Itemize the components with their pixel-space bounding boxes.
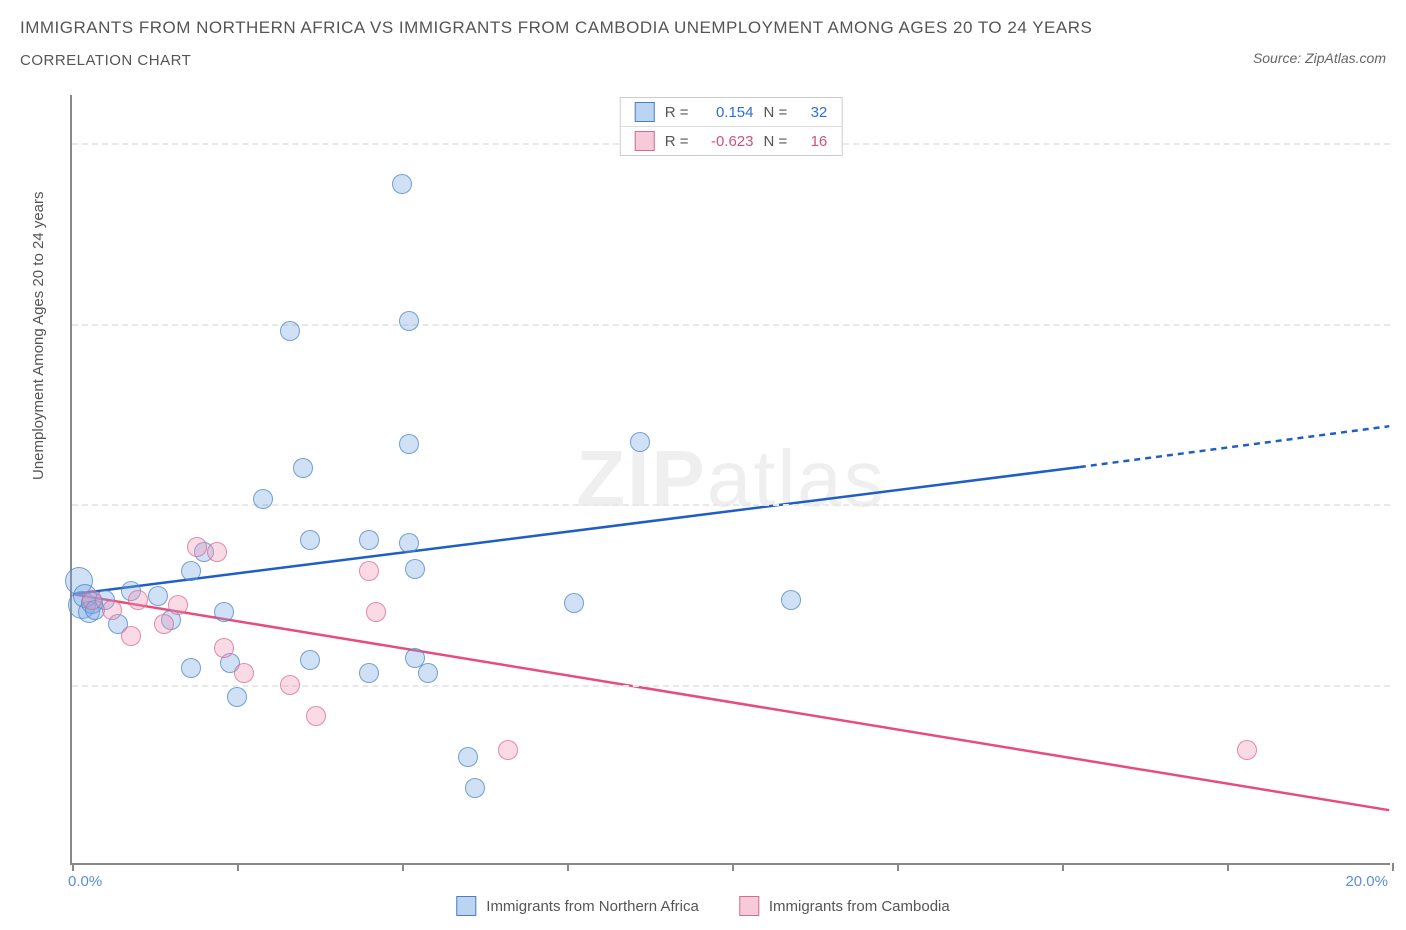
r-label: R = <box>665 133 689 150</box>
swatch-pink-icon <box>739 896 759 916</box>
data-point <box>458 747 478 767</box>
data-point <box>280 321 300 341</box>
legend-item-series1: Immigrants from Northern Africa <box>456 896 699 916</box>
chart-title-line2: CORRELATION CHART <box>20 52 1386 69</box>
plot-area: ZIPatlas R = 0.154 N = 32 R = -0.623 N =… <box>70 95 1390 865</box>
data-point <box>280 675 300 695</box>
data-point <box>148 586 168 606</box>
data-point <box>399 434 419 454</box>
legend-row-series2: R = -0.623 N = 16 <box>621 127 842 155</box>
data-point <box>399 311 419 331</box>
data-point <box>121 626 141 646</box>
data-point <box>366 602 386 622</box>
y-tick-label: 7.5% <box>1400 676 1406 693</box>
data-point <box>630 432 650 452</box>
data-point <box>154 614 174 634</box>
trend-lines <box>72 95 1390 863</box>
swatch-blue-icon <box>456 896 476 916</box>
data-point <box>82 590 102 610</box>
n-value-series2: 16 <box>797 133 827 150</box>
data-point <box>293 458 313 478</box>
data-point <box>1237 740 1257 760</box>
source-label: Source: ZipAtlas.com <box>1253 50 1386 66</box>
n-label: N = <box>764 104 788 121</box>
y-axis-label: Unemployment Among Ages 20 to 24 years <box>30 191 47 480</box>
legend-label-series2: Immigrants from Cambodia <box>769 898 950 915</box>
swatch-blue-icon <box>635 102 655 122</box>
legend-item-series2: Immigrants from Cambodia <box>739 896 950 916</box>
y-tick-label: 22.5% <box>1400 315 1406 332</box>
data-point <box>306 706 326 726</box>
data-point <box>392 174 412 194</box>
data-point <box>359 561 379 581</box>
data-point <box>253 489 273 509</box>
data-point <box>300 530 320 550</box>
x-tick-max: 20.0% <box>1345 873 1388 890</box>
watermark: ZIPatlas <box>576 433 885 525</box>
data-point <box>214 602 234 622</box>
chart-title-line1: IMMIGRANTS FROM NORTHERN AFRICA VS IMMIG… <box>20 18 1386 38</box>
x-tick <box>1227 863 1229 871</box>
data-point <box>102 600 122 620</box>
series-legend: Immigrants from Northern Africa Immigran… <box>456 896 949 916</box>
data-point <box>128 590 148 610</box>
legend-label-series1: Immigrants from Northern Africa <box>486 898 699 915</box>
y-tick-label: 30.0% <box>1400 135 1406 152</box>
x-tick <box>732 863 734 871</box>
data-point <box>465 778 485 798</box>
chart-container: ZIPatlas R = 0.154 N = 32 R = -0.623 N =… <box>70 95 1390 865</box>
data-point <box>399 533 419 553</box>
data-point <box>207 542 227 562</box>
r-value-series2: -0.623 <box>699 133 754 150</box>
x-tick <box>1062 863 1064 871</box>
data-point <box>168 595 188 615</box>
data-point <box>181 658 201 678</box>
x-tick <box>567 863 569 871</box>
r-label: R = <box>665 104 689 121</box>
n-value-series1: 32 <box>797 104 827 121</box>
x-tick-min: 0.0% <box>68 873 102 890</box>
data-point <box>418 663 438 683</box>
x-tick <box>1392 863 1394 871</box>
r-value-series1: 0.154 <box>699 104 754 121</box>
legend-row-series1: R = 0.154 N = 32 <box>621 98 842 127</box>
correlation-legend: R = 0.154 N = 32 R = -0.623 N = 16 <box>620 97 843 156</box>
n-label: N = <box>764 133 788 150</box>
x-tick <box>402 863 404 871</box>
data-point <box>564 593 584 613</box>
data-point <box>187 537 207 557</box>
gridline-h <box>72 685 1390 687</box>
data-point <box>234 663 254 683</box>
data-point <box>359 530 379 550</box>
data-point <box>359 663 379 683</box>
swatch-pink-icon <box>635 131 655 151</box>
data-point <box>300 650 320 670</box>
x-tick <box>72 863 74 871</box>
data-point <box>227 687 247 707</box>
data-point <box>781 590 801 610</box>
data-point <box>214 638 234 658</box>
data-point <box>181 561 201 581</box>
x-tick <box>237 863 239 871</box>
data-point <box>405 559 425 579</box>
y-tick-label: 15.0% <box>1400 496 1406 513</box>
x-tick <box>897 863 899 871</box>
gridline-h <box>72 324 1390 326</box>
data-point <box>498 740 518 760</box>
